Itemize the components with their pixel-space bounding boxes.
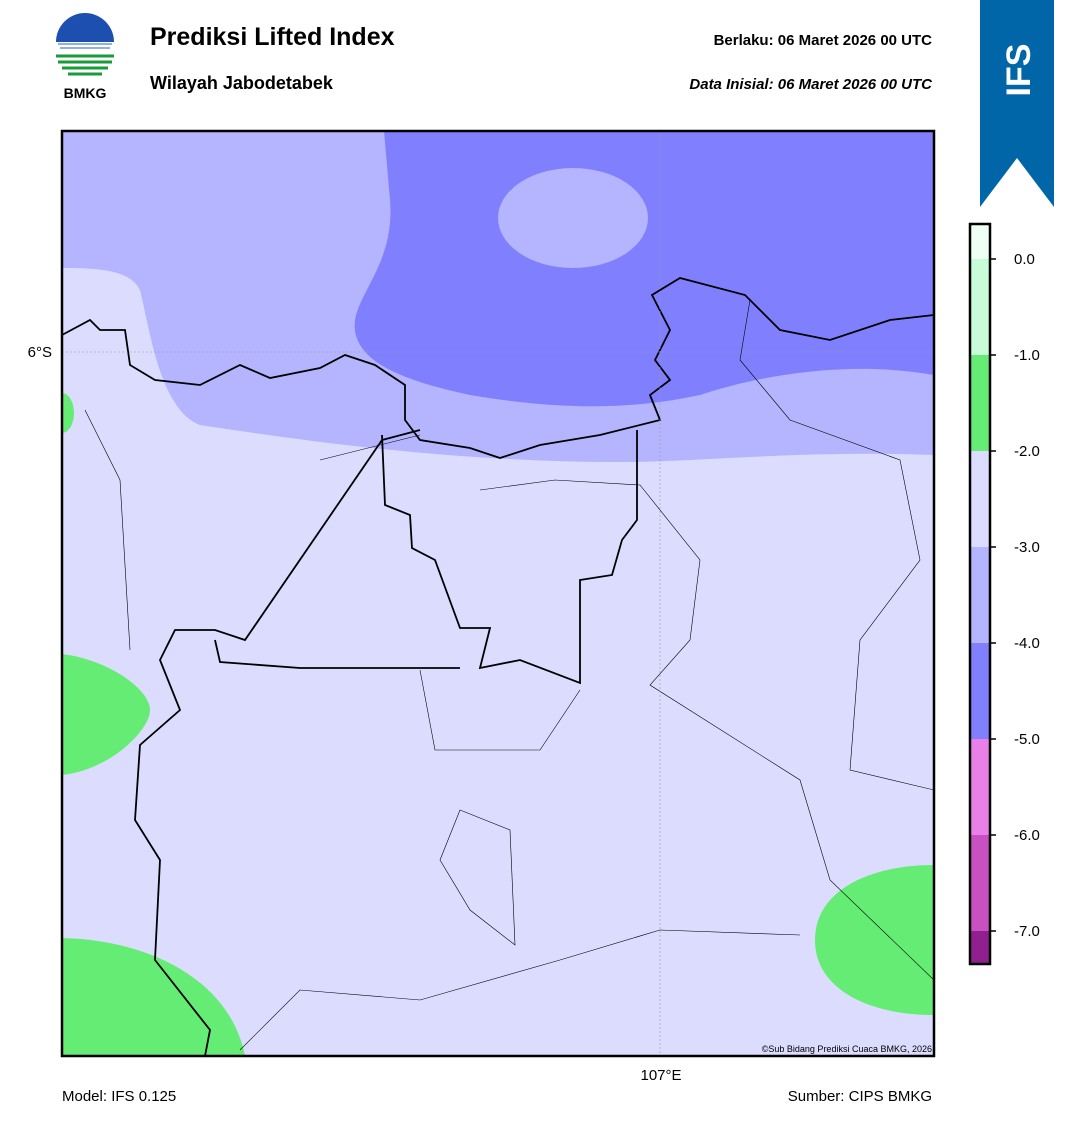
colorbar-segment [970, 931, 990, 964]
logo-text: BMKG [64, 85, 107, 101]
lat-label: 6°S [28, 344, 52, 361]
colorbar-segment [970, 355, 990, 451]
colorbar-tick-label: 0.0 [1014, 251, 1035, 268]
colorbar-tick-label: -4.0 [1014, 635, 1040, 652]
colorbar-tick-label: -7.0 [1014, 923, 1040, 940]
init-time: Data Inisial: 06 Maret 2026 00 UTC [689, 76, 933, 93]
colorbar-tick-label: -2.0 [1014, 443, 1040, 460]
colorbar-tick-label: -5.0 [1014, 731, 1040, 748]
colorbar-tick-label: -1.0 [1014, 347, 1040, 364]
logo: BMKG [56, 13, 114, 101]
badge: IFS [980, 0, 1054, 207]
colorbar-segment [970, 451, 990, 547]
subtitle: Wilayah Jabodetabek [150, 73, 334, 93]
map-frame [60, 129, 936, 1058]
colorbar-segment [970, 739, 990, 835]
colorbar-segment [970, 547, 990, 643]
lon-label: 107°E [640, 1067, 681, 1084]
badge-text: IFS [1000, 44, 1038, 97]
model-label: Model: IFS 0.125 [62, 1088, 176, 1105]
credit: ©Sub Bidang Prediksi Cuaca BMKG, 2026 [762, 1044, 932, 1054]
map: ©Sub Bidang Prediksi Cuaca BMKG, 2026 [62, 131, 934, 1056]
colorbar: 0.0 -1.0 -2.0 -3.0 -4.0 -5.0 -6.0 -7.0 [968, 222, 1040, 966]
title: Prediksi Lifted Index [150, 23, 395, 51]
colorbar-segment [970, 835, 990, 931]
colorbar-tick-label: -3.0 [1014, 539, 1040, 556]
colorbar-segment [970, 259, 990, 355]
colorbar-tick-label: -6.0 [1014, 827, 1040, 844]
colorbar-segment [970, 224, 990, 259]
source-label: Sumber: CIPS BMKG [788, 1088, 932, 1105]
valid-time: Berlaku: 06 Maret 2026 00 UTC [714, 32, 933, 49]
colorbar-segment [970, 643, 990, 739]
colorbar-frame [968, 222, 992, 966]
